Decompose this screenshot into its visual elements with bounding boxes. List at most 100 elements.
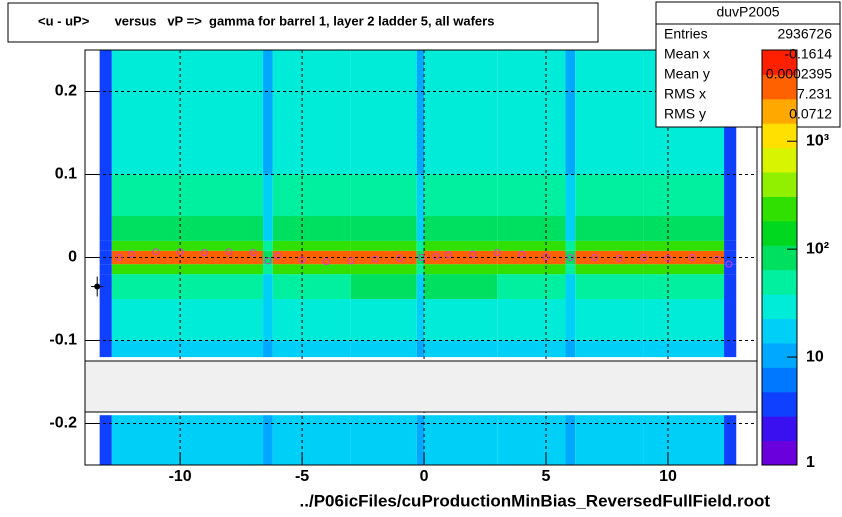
heatmap-cell — [272, 250, 351, 265]
y-tick-label: 0.2 — [55, 83, 77, 100]
heatmap-cell — [424, 264, 498, 275]
heatmap-cell — [263, 415, 273, 465]
heatmap-cell — [575, 174, 644, 216]
heatmap-cell — [111, 216, 181, 241]
heatmap-cell — [272, 299, 351, 341]
profile-point — [566, 254, 574, 261]
y-tick-label: -0.1 — [49, 332, 77, 349]
profile-point — [322, 258, 330, 266]
heatmap-cell — [416, 216, 425, 241]
profile-point — [725, 260, 733, 268]
heatmap-cell — [724, 250, 737, 265]
color-bar-segment — [762, 147, 797, 173]
color-bar-segment — [762, 269, 797, 295]
heatmap-cell — [497, 274, 566, 299]
color-bar-segment — [762, 416, 797, 442]
heatmap-cell — [724, 240, 737, 251]
heatmap-cell — [416, 50, 425, 175]
heatmap-cell — [263, 264, 273, 275]
profile-point — [298, 256, 306, 264]
color-bar-segment — [762, 98, 797, 124]
heatmap-cell — [111, 340, 181, 358]
heatmap-cell — [350, 250, 417, 265]
title-box — [7, 2, 599, 43]
profile-point — [347, 257, 355, 265]
heatmap-cell — [424, 50, 498, 175]
heatmap-cell — [575, 216, 644, 241]
heatmap-cell — [416, 340, 425, 358]
heatmap-cell — [643, 240, 725, 251]
stats-value: 2936726 — [777, 26, 832, 42]
heatmap-cell — [565, 240, 576, 251]
profile-point — [444, 251, 452, 259]
stats-value: 0.0712 — [789, 106, 832, 122]
profile-point — [418, 254, 426, 261]
heatmap-cell — [99, 299, 112, 341]
color-bar-segment — [762, 294, 797, 320]
heatmap-cell — [724, 264, 737, 275]
heatmap-cell — [416, 264, 425, 275]
heatmap-cell — [99, 216, 112, 241]
heatmap-cell — [416, 274, 425, 299]
heatmap-cell — [180, 340, 264, 358]
heatmap-cell — [272, 274, 351, 299]
heatmap-cell — [111, 299, 181, 341]
heatmap-cell — [497, 174, 566, 216]
heatmap-cell — [263, 299, 273, 341]
heatmap-cell — [272, 216, 351, 241]
profile-point — [225, 248, 233, 256]
stats-name: duvP2005 — [716, 4, 779, 20]
heatmap-cell — [565, 415, 576, 465]
heatmap-cell — [565, 299, 576, 341]
color-bar-segment — [762, 123, 797, 149]
heatmap-cell — [497, 216, 566, 241]
heatmap-cell — [350, 216, 417, 241]
heatmap-cell — [111, 415, 181, 465]
heatmap-cell — [424, 415, 498, 465]
y-tick-label: -0.2 — [49, 415, 77, 432]
heatmap-cell — [272, 264, 351, 275]
heatmap-cell — [724, 274, 737, 299]
profile-point — [518, 250, 526, 258]
profile-point — [201, 249, 209, 257]
heatmap-cell — [272, 174, 351, 216]
heatmap-cell — [643, 274, 725, 299]
heatmap-cell — [416, 174, 425, 216]
heatmap-cell — [575, 415, 644, 465]
heatmap-cell — [416, 299, 425, 341]
stats-value: 0.0002395 — [766, 66, 832, 82]
heatmap-cell — [565, 264, 576, 275]
heatmap-cell — [99, 415, 112, 465]
stats-label: Mean y — [664, 66, 710, 82]
marker-point — [94, 283, 101, 290]
z-tick-label: 10 — [806, 348, 824, 365]
heatmap-cell — [99, 174, 112, 216]
heatmap-cell — [263, 340, 273, 358]
heatmap-cell — [575, 264, 644, 275]
heatmap-cell — [575, 50, 644, 175]
heatmap-cell — [416, 415, 425, 465]
heatmap-cell — [263, 50, 273, 175]
stats-value: -0.1614 — [785, 46, 833, 62]
profile-point — [713, 255, 721, 263]
heatmap-cell — [99, 274, 112, 299]
profile-point — [274, 252, 282, 260]
x-tick-label: 10 — [659, 468, 677, 485]
stats-label: RMS y — [664, 106, 706, 122]
heatmap-cell — [272, 340, 351, 358]
color-bar-segment — [762, 196, 797, 222]
heatmap-cell — [99, 264, 112, 275]
color-bar-segment — [762, 172, 797, 197]
heatmap-cell — [575, 340, 644, 358]
heatmap-cell — [497, 50, 566, 175]
heatmap-cell — [565, 274, 576, 299]
heatmap-cell — [111, 174, 181, 216]
heatmap-cell — [180, 415, 264, 465]
heatmap-cell — [565, 50, 576, 175]
heatmap-cell — [575, 299, 644, 341]
x-tick-label: -5 — [295, 468, 309, 485]
heatmap-cell — [111, 50, 181, 175]
heatmap-cell — [111, 264, 181, 275]
profile-point — [152, 248, 160, 256]
